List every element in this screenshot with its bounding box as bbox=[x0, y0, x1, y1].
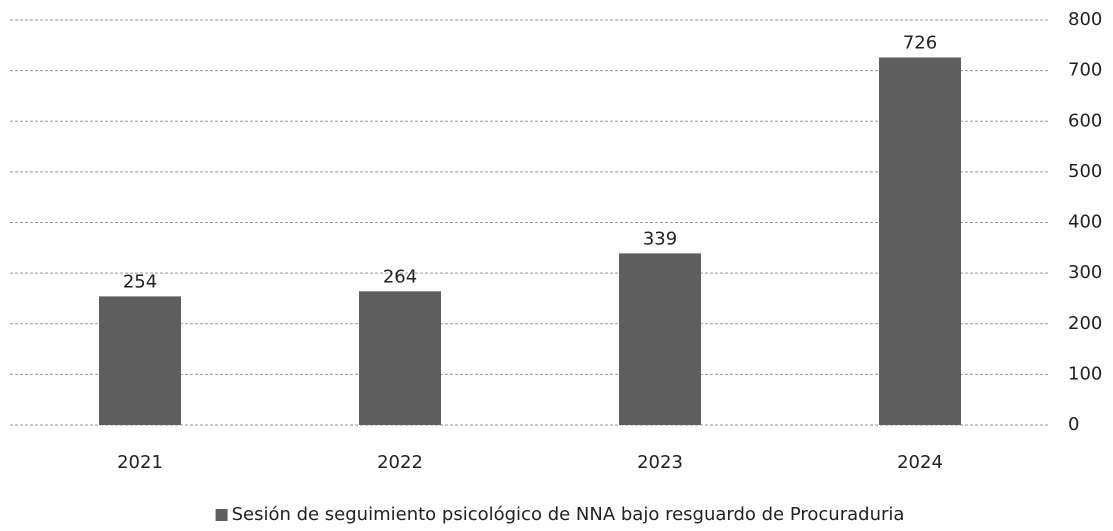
data-label: 726 bbox=[903, 32, 937, 53]
y-tick-label: 700 bbox=[1068, 60, 1102, 81]
data-label: 339 bbox=[643, 228, 677, 249]
bar bbox=[99, 296, 181, 425]
y-tick-label: 100 bbox=[1068, 363, 1102, 384]
data-label: 254 bbox=[123, 271, 157, 292]
bar bbox=[619, 253, 701, 425]
bar bbox=[359, 291, 441, 425]
data-label: 264 bbox=[383, 266, 417, 287]
y-tick-label: 0 bbox=[1068, 414, 1079, 435]
legend-swatch bbox=[215, 509, 228, 521]
y-tick-label: 600 bbox=[1068, 110, 1102, 131]
y-tick-label: 300 bbox=[1068, 262, 1102, 283]
y-tick-label: 500 bbox=[1068, 161, 1102, 182]
y-tick-label: 200 bbox=[1068, 313, 1102, 334]
y-tick-label: 800 bbox=[1068, 9, 1102, 30]
y-tick-label: 400 bbox=[1068, 212, 1102, 233]
x-tick-label: 2022 bbox=[377, 452, 423, 473]
x-tick-label: 2023 bbox=[637, 452, 683, 473]
x-tick-label: 2024 bbox=[897, 452, 943, 473]
x-tick-label: 2021 bbox=[117, 452, 163, 473]
bar bbox=[879, 57, 961, 426]
legend-label: Sesión de seguimiento psicológico de NNA… bbox=[232, 504, 905, 525]
